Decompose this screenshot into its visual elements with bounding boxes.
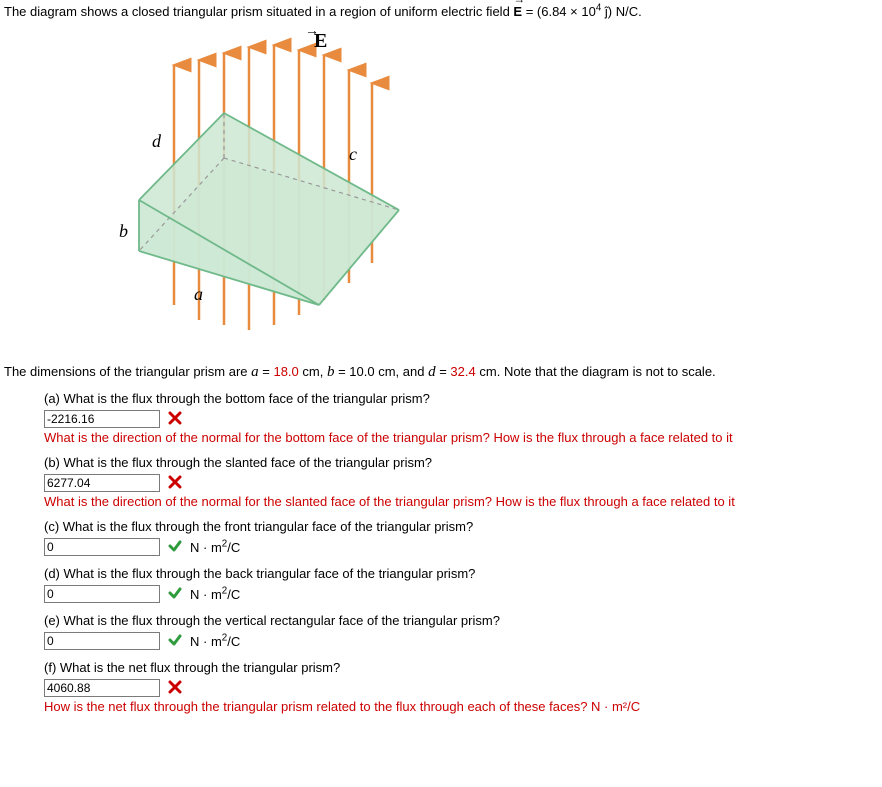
dimensions-text: The dimensions of the triangular prism a… xyxy=(4,364,878,381)
unit-e: N · m2/C xyxy=(190,634,240,649)
unit-d: N · m2/C xyxy=(190,587,240,602)
answer-input-f[interactable] xyxy=(44,679,160,697)
wrong-icon xyxy=(168,411,182,428)
intro-eq: = (6.84 × 10 xyxy=(526,4,596,19)
diagram-label-c: c xyxy=(349,144,357,164)
answer-input-a[interactable] xyxy=(44,410,160,428)
diagram-label-b: b xyxy=(119,221,128,241)
answer-input-e[interactable] xyxy=(44,632,160,650)
question-b: (b) What is the flux through the slanted… xyxy=(44,455,878,509)
value-a: 18.0 xyxy=(273,364,298,379)
prism-diagram: E → d c b a xyxy=(64,25,878,358)
feedback-a: What is the direction of the normal for … xyxy=(44,430,878,445)
question-d-prompt: (d) What is the flux through the back tr… xyxy=(44,566,878,581)
svg-text:→: → xyxy=(305,25,319,39)
feedback-f: How is the net flux through the triangul… xyxy=(44,699,878,714)
question-a: (a) What is the flux through the bottom … xyxy=(44,391,878,445)
correct-icon xyxy=(168,633,182,650)
question-a-prompt: (a) What is the flux through the bottom … xyxy=(44,391,878,406)
correct-icon xyxy=(168,586,182,603)
wrong-icon xyxy=(168,680,182,697)
answer-input-b[interactable] xyxy=(44,474,160,492)
correct-icon xyxy=(168,539,182,556)
intro-post: ĵ) N/C. xyxy=(601,4,641,19)
answer-input-d[interactable] xyxy=(44,585,160,603)
feedback-b: What is the direction of the normal for … xyxy=(44,494,878,509)
question-c-prompt: (c) What is the flux through the front t… xyxy=(44,519,878,534)
question-b-prompt: (b) What is the flux through the slanted… xyxy=(44,455,878,470)
unit-c: N · m2/C xyxy=(190,540,240,555)
value-d: 32.4 xyxy=(450,364,475,379)
question-d: (d) What is the flux through the back tr… xyxy=(44,566,878,603)
question-e: (e) What is the flux through the vertica… xyxy=(44,613,878,650)
intro-pre: The diagram shows a closed triangular pr… xyxy=(4,4,513,19)
diagram-label-a: a xyxy=(194,284,203,304)
diagram-label-d: d xyxy=(152,131,162,151)
question-e-prompt: (e) What is the flux through the vertica… xyxy=(44,613,878,628)
question-f-prompt: (f) What is the net flux through the tri… xyxy=(44,660,878,675)
question-f: (f) What is the net flux through the tri… xyxy=(44,660,878,714)
question-c: (c) What is the flux through the front t… xyxy=(44,519,878,556)
wrong-icon xyxy=(168,475,182,492)
intro-text: The diagram shows a closed triangular pr… xyxy=(4,4,878,19)
vec-E: E→ xyxy=(513,4,525,19)
answer-input-c[interactable] xyxy=(44,538,160,556)
